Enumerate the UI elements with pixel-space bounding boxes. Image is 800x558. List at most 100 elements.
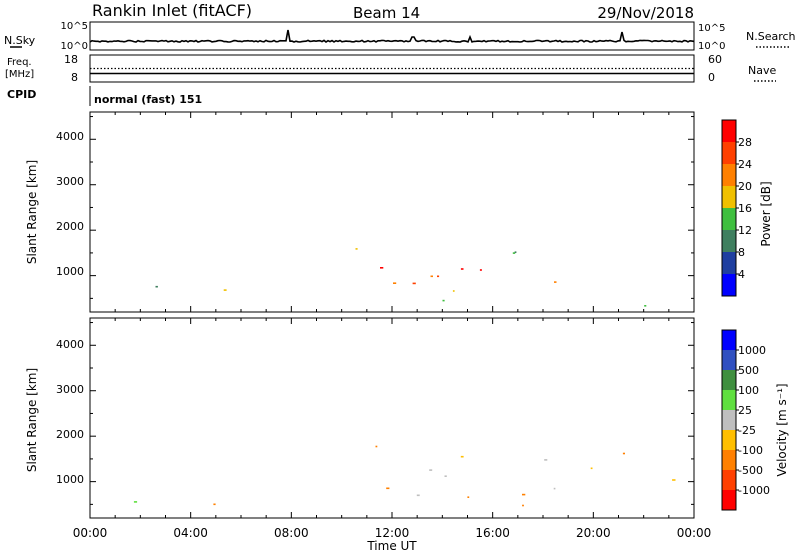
- velocity-ytick-1000: 1000: [56, 473, 84, 486]
- nsky-tick-low: 10^0: [61, 41, 88, 52]
- nsky-label: N.Sky: [4, 34, 36, 47]
- power-cell: [512, 252, 516, 254]
- velocity-ylabel: Slant Range [km]: [25, 368, 39, 472]
- power-colorbar-swatch: [722, 252, 736, 275]
- time-axis-label: Time UT: [366, 539, 417, 553]
- power-cell: [460, 268, 464, 270]
- power-ytick-1000: 1000: [56, 265, 84, 278]
- velocity-cell: [460, 455, 464, 458]
- power-cell: [644, 305, 647, 307]
- power-colorbar-swatch: [722, 120, 736, 143]
- time-tick-label: 08:00: [274, 526, 309, 540]
- velocity-cell: [133, 501, 138, 503]
- time-tick-label: 16:00: [475, 526, 510, 540]
- power-cell: [355, 248, 358, 250]
- velocity-colorbar-tick-label: 500: [738, 364, 759, 377]
- velocity-colorbar-label: Velocity [m s⁻¹]: [775, 383, 789, 476]
- time-tick-label: 04:00: [173, 526, 208, 540]
- velocity-cell: [622, 452, 625, 455]
- power-colorbar-tick-label: 4: [738, 268, 745, 281]
- velocity-cell: [590, 467, 593, 470]
- velocity-cell: [522, 504, 524, 507]
- velocity-colorbar-swatch: [722, 410, 736, 431]
- nave-label: Nave: [748, 64, 776, 77]
- velocity-cell: [544, 459, 548, 461]
- velocity-colorbar-tick-label: 100: [738, 384, 759, 397]
- power-cell: [155, 285, 158, 288]
- power-ylabel: Slant Range [km]: [25, 160, 39, 264]
- power-cell: [430, 275, 433, 278]
- cpid-label: CPID: [7, 88, 36, 101]
- power-axes: 1000 2000 3000 4000 Slant Range [km]: [25, 116, 694, 299]
- power-cell: [437, 275, 440, 278]
- velocity-cell: [375, 445, 378, 448]
- power-cell: [380, 267, 384, 269]
- power-cell: [223, 289, 227, 291]
- time-tick-label: 00:00: [677, 526, 712, 540]
- nsky-line: [89, 29, 695, 43]
- velocity-ytick-3000: 3000: [56, 383, 84, 396]
- date-title: 29/Nov/2018: [597, 4, 694, 22]
- nsky-tick-high: 10^5: [61, 21, 88, 32]
- power-colorbar-swatch: [722, 230, 736, 253]
- power-ytick-2000: 2000: [56, 220, 84, 233]
- velocity-cell: [386, 487, 390, 490]
- power-colorbar: 4 8 12 16 20 24 28: [721, 119, 752, 297]
- power-cell: [452, 290, 455, 292]
- time-tick-label: 20:00: [576, 526, 611, 540]
- velocity-colorbar-swatch: [722, 370, 736, 391]
- power-colorbar-tick-label: 28: [738, 136, 752, 149]
- power-colorbar-swatch: [722, 186, 736, 209]
- velocity-colorbar-tick-label: 25: [738, 404, 752, 417]
- power-colorbar-tick-label: 20: [738, 180, 752, 193]
- velocity-colorbar-swatch: [722, 490, 736, 511]
- velocity-colorbar-frame: [721, 329, 737, 511]
- velocity-ytick-4000: 4000: [56, 338, 84, 351]
- power-cell: [514, 251, 517, 253]
- velocity-colorbar-swatch: [722, 450, 736, 471]
- freq-label-1: Freq.: [7, 57, 32, 68]
- power-cell: [479, 269, 482, 271]
- power-colorbar-swatch: [722, 142, 736, 165]
- velocity-colorbar-swatch: [722, 330, 736, 351]
- power-colorbar-tick-label: 8: [738, 246, 745, 259]
- velocity-colorbar-swatch: [722, 350, 736, 371]
- nsearch-label: N.Search: [746, 30, 796, 43]
- velocity-panel-frame: [89, 317, 695, 519]
- time-axis: 00:00 04:00 08:00 12:00 16:00 20:00 00:00: [73, 112, 712, 540]
- freq-label-2: [MHz]: [5, 69, 34, 80]
- velocity-cell: [429, 469, 433, 471]
- velocity-colorbar-tick-label: -1000: [738, 484, 770, 497]
- power-colorbar-tick-label: 12: [738, 224, 752, 237]
- velocity-colorbar-tick-label: -25: [738, 424, 756, 437]
- velocity-axes: 1000 2000 3000 4000 Slant Range [km]: [25, 322, 694, 505]
- velocity-colorbar-tick-label: -500: [738, 464, 763, 477]
- power-cell: [412, 282, 416, 285]
- power-colorbar-tick-label: 24: [738, 158, 752, 171]
- velocity-cell: [467, 496, 470, 498]
- power-colorbar-label: Power [dB]: [759, 181, 773, 246]
- freq-tick-high: 18: [64, 53, 78, 66]
- power-colorbar-swatch: [722, 274, 736, 297]
- time-tick-label: 12:00: [375, 526, 410, 540]
- velocity-colorbar-swatch: [722, 390, 736, 411]
- power-cell: [393, 282, 397, 284]
- power-ytick-4000: 4000: [56, 130, 84, 143]
- nsearch-tick-low: 10^0: [698, 41, 725, 52]
- power-colorbar-tick-label: 16: [738, 202, 752, 215]
- power-colorbar-swatch: [722, 208, 736, 231]
- power-colorbar-swatch: [722, 164, 736, 187]
- velocity-cell: [213, 503, 216, 506]
- velocity-cell: [672, 479, 676, 481]
- velocity-cell: [522, 493, 526, 496]
- velocity-ytick-2000: 2000: [56, 428, 84, 441]
- time-tick-label: 00:00: [73, 526, 108, 540]
- power-cell: [442, 299, 445, 302]
- velocity-colorbar-tick-label: 1000: [738, 344, 766, 357]
- velocity-colorbar: 1000 500 100 25 -25 -100 -500 -1000: [721, 329, 770, 511]
- nave-tick-low: 0: [708, 71, 715, 84]
- velocity-colorbar-tick-label: -100: [738, 444, 763, 457]
- nsky-panel-frame: [89, 21, 695, 51]
